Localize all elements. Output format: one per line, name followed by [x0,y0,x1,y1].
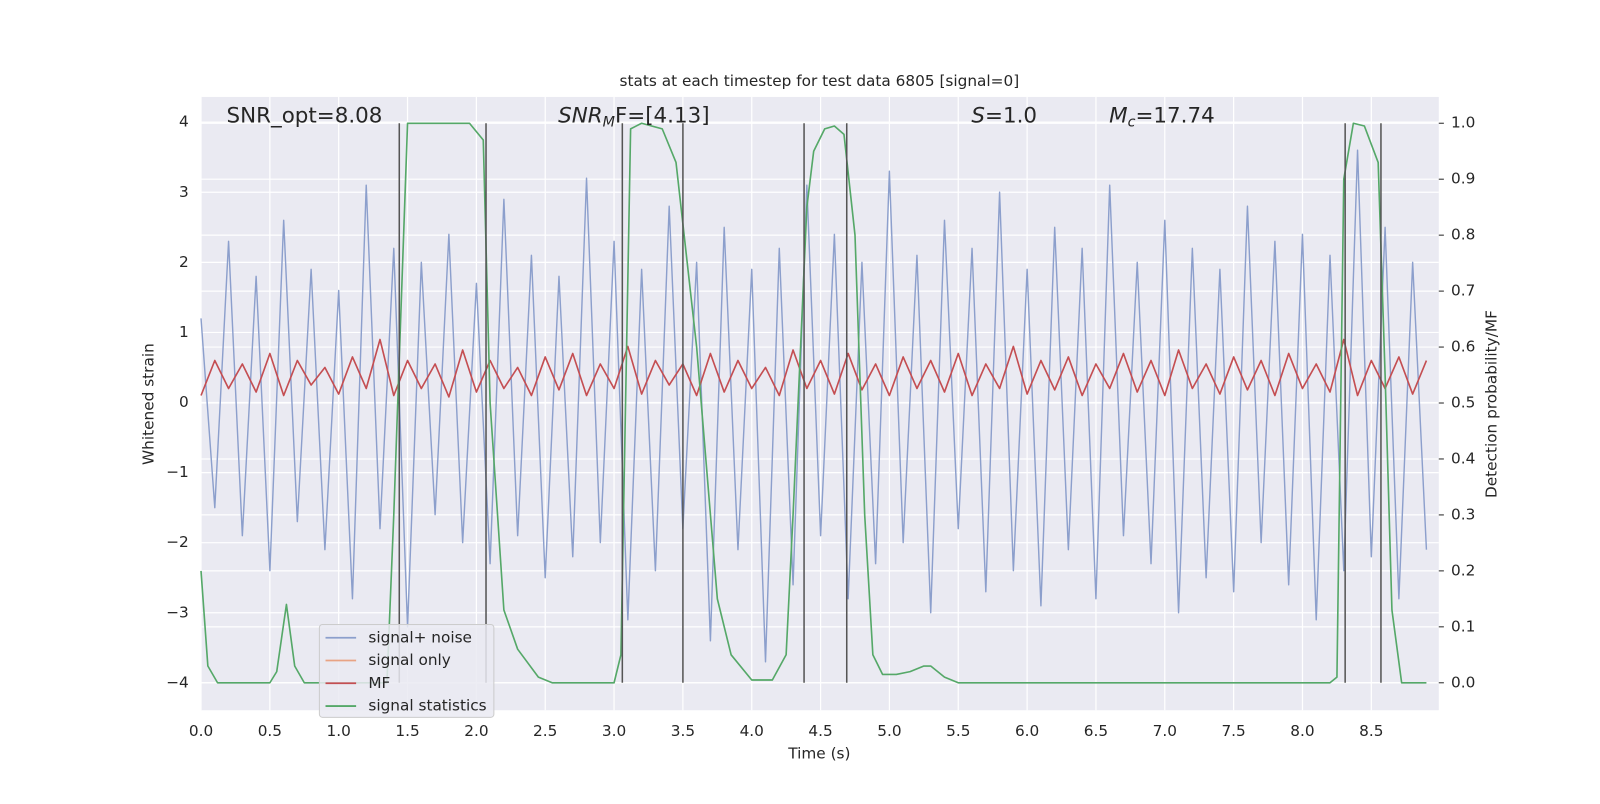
y-tick-label: −3 [166,603,189,621]
y2-tick-label: 0.2 [1451,561,1475,579]
legend-label: signal+ noise [368,628,472,646]
y2-tick-label: 0.3 [1451,505,1475,523]
y-axis-label: Whitened strain [139,343,157,465]
annotation-part: F=[4.13] [615,103,710,128]
y2-axis-label: Detection probability/MF [1482,310,1500,498]
y2-tick-label: 0.8 [1451,226,1475,244]
annotation: SNRMF=[4.13] [558,103,709,130]
y-tick-label: 0 [179,393,189,411]
series-line [200,122,1427,684]
y2-tick-label: 0.1 [1451,617,1475,635]
annotation: SNR_opt=8.08 [227,103,383,128]
annotation-part: c [1128,114,1136,130]
annotation-part: M [603,114,615,130]
y-tick-label: −4 [166,673,189,691]
x-tick-label: 7.0 [1153,722,1177,740]
legend-label: MF [368,674,390,692]
x-tick-label: 0.5 [258,722,282,740]
annotation-part: =1.0 [985,103,1037,128]
series-line [200,149,1428,663]
y-tick-label: 1 [179,323,189,341]
x-tick-label: 5.0 [877,722,901,740]
annotation: S=1.0 [971,103,1037,128]
chart-title: stats at each timestep for test data 680… [620,72,1020,90]
x-tick-label: 7.5 [1221,722,1245,740]
y2-tick-label: 0.6 [1451,338,1475,356]
y2-tick-label: 0.0 [1451,673,1475,691]
annotation-part: =17.74 [1136,103,1215,128]
y2-tick-label: 0.4 [1451,449,1475,467]
legend-box [318,623,495,718]
annotation-part: SNR_opt=8.08 [227,103,383,128]
y2-tick-label: 0.5 [1451,394,1475,412]
x-tick-label: 4.0 [740,722,764,740]
x-tick-label: 8.0 [1290,722,1314,740]
x-tick-label: 1.5 [395,722,419,740]
x-tick-label: 1.0 [327,722,351,740]
x-axis-label: Time (s) [787,745,850,763]
annotation: Mc=17.74 [1109,103,1215,130]
x-tick-label: 3.0 [602,722,626,740]
y-tick-label: 3 [179,183,189,201]
x-tick-label: 2.5 [533,722,557,740]
series-line [200,338,1428,398]
annotation-part: SNR [558,103,602,128]
annotation-part: M [1109,103,1127,128]
x-tick-label: 8.5 [1359,722,1383,740]
y2-tick-label: 1.0 [1451,114,1475,132]
y2-tick-label: 0.9 [1451,170,1475,188]
y2-tick-label: 0.7 [1451,282,1475,300]
x-tick-label: 0.0 [189,722,213,740]
y-tick-label: 2 [179,253,189,271]
y-tick-label: −1 [166,463,189,481]
y-tick-label: 4 [179,113,189,131]
legend-label: signal statistics [368,697,486,715]
legend-label: signal only [368,651,450,669]
x-tick-label: 5.5 [946,722,970,740]
x-tick-label: 2.0 [464,722,488,740]
annotation-part: S [971,103,985,128]
y-tick-label: −2 [166,533,189,551]
x-tick-label: 3.5 [671,722,695,740]
x-tick-label: 4.5 [808,722,832,740]
x-tick-label: 6.0 [1015,722,1039,740]
x-tick-label: 6.5 [1084,722,1108,740]
